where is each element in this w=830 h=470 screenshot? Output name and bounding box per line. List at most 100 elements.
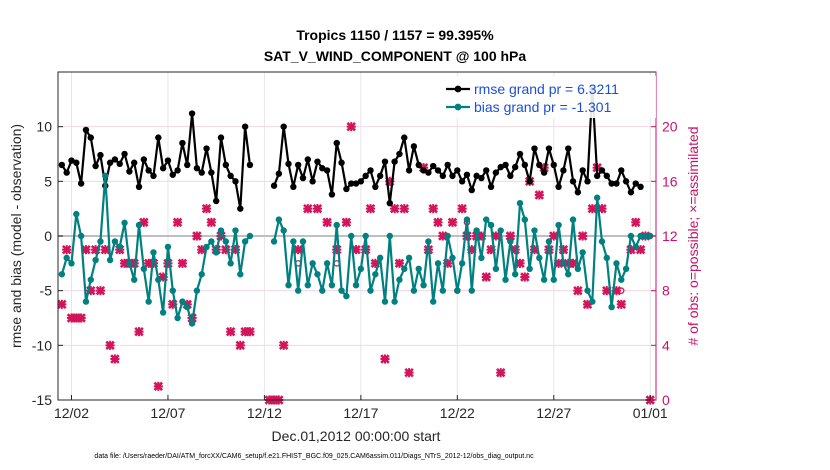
rmse-point xyxy=(164,157,172,164)
rmse-point xyxy=(294,161,302,169)
bias-point xyxy=(164,243,172,251)
bias-point xyxy=(627,232,635,240)
bias-point xyxy=(77,232,85,240)
bias-point xyxy=(420,282,427,289)
bias-point xyxy=(429,298,437,305)
bias-point xyxy=(521,216,529,223)
rmse-point xyxy=(304,156,312,163)
bias-point xyxy=(208,238,215,245)
assimilated-count-marker xyxy=(225,326,236,337)
bias-point xyxy=(531,227,538,234)
assimilated-count-marker xyxy=(201,203,212,214)
bias-point xyxy=(449,254,456,262)
assimilated-count-marker xyxy=(457,203,467,214)
bias-point xyxy=(169,287,176,294)
bias-point xyxy=(483,216,490,223)
assimilated-count-marker xyxy=(587,203,598,214)
bias-point xyxy=(473,227,480,234)
assimilated-count-marker xyxy=(110,354,120,364)
bias-point xyxy=(58,271,66,278)
bias-point xyxy=(237,271,244,278)
data-file-footer: data file: /Users/raeder/DAI/ATM_forcXX/… xyxy=(94,453,534,460)
rmse-point xyxy=(68,157,75,164)
rmse-point xyxy=(241,123,249,130)
bias-point xyxy=(425,238,432,245)
assimilated-count-marker xyxy=(433,217,443,228)
bias-point xyxy=(352,282,360,289)
y-tick-label: 10 xyxy=(36,119,52,135)
assimilated-count-marker xyxy=(192,231,202,241)
bias-point xyxy=(598,238,606,245)
rmse-point xyxy=(396,150,403,158)
assimilated-count-marker xyxy=(322,217,332,228)
bias-point xyxy=(536,254,543,262)
y-ticks-left: -15 -10 -5 0 5 10 xyxy=(32,119,63,408)
chart-title-line2: SAT_V_WIND_COMPONENT @ 100 hPa xyxy=(264,48,527,64)
bias-point xyxy=(203,243,210,251)
bias-point xyxy=(497,227,504,234)
bias-point xyxy=(584,287,591,294)
y-ticks-right: 0 4 8 12 16 20 xyxy=(651,72,678,408)
rmse-point xyxy=(333,139,340,147)
bias-point xyxy=(82,298,90,305)
bias-point xyxy=(241,238,249,245)
bias-point xyxy=(106,256,114,264)
assimilated-count-marker xyxy=(534,190,545,200)
rmse-point xyxy=(391,158,398,165)
bias-point xyxy=(227,260,234,267)
y-axis-label-right: # of obs: o=possible; ×=assimilated xyxy=(685,126,701,345)
rmse-point xyxy=(473,172,480,180)
rmse-point xyxy=(126,168,133,175)
y-right-tick-label: 20 xyxy=(662,119,678,135)
rmse-point xyxy=(425,169,432,176)
bias-point xyxy=(323,260,331,267)
rmse-point xyxy=(135,183,143,190)
rmse-point xyxy=(410,143,418,150)
rmse-point xyxy=(367,167,374,174)
rmse-point xyxy=(362,172,369,180)
bias-point xyxy=(550,276,557,283)
rmse-point xyxy=(555,183,562,190)
bias-point xyxy=(622,265,630,272)
bias-point xyxy=(589,298,596,305)
assimilated-count-marker xyxy=(100,244,110,255)
bias-point xyxy=(492,265,500,272)
rmse-point xyxy=(598,167,606,174)
bias-point xyxy=(444,232,451,240)
bias-point xyxy=(280,227,287,234)
assimilated-count-marker xyxy=(245,326,255,337)
legend-bias-label: bias grand pr = -1.301 xyxy=(474,99,612,115)
rmse-point xyxy=(429,162,437,170)
assimilated-count-marker xyxy=(153,381,164,392)
rmse-point xyxy=(111,156,119,163)
bias-point xyxy=(401,265,408,272)
assimilated-count-marker xyxy=(303,203,313,214)
rmse-point xyxy=(184,161,191,169)
rmse-point xyxy=(174,167,181,174)
rmse-point xyxy=(227,172,234,180)
rmse-point xyxy=(73,159,80,166)
bias-point xyxy=(92,256,99,264)
bias-point xyxy=(391,298,398,305)
rmse-point xyxy=(420,167,427,174)
y-right-tick-label: 8 xyxy=(662,283,670,299)
bias-point xyxy=(285,282,292,289)
bias-point xyxy=(642,232,649,240)
bias-point xyxy=(415,265,422,272)
rmse-point xyxy=(155,134,162,141)
series-layer xyxy=(58,85,654,327)
assimilated-count-marker xyxy=(235,340,246,351)
rmse-point xyxy=(130,159,138,166)
rmse-point xyxy=(309,178,316,185)
rmse-point xyxy=(579,167,586,174)
x-tick-label: 12/22 xyxy=(440,405,475,421)
rmse-point xyxy=(159,165,167,172)
bias-point xyxy=(111,238,119,245)
rmse-point xyxy=(343,185,350,193)
bias-point xyxy=(135,221,143,229)
rmse-point xyxy=(198,169,205,176)
assimilated-count-marker xyxy=(631,217,641,228)
bias-point xyxy=(179,298,186,305)
bias-line xyxy=(60,174,251,325)
bias-point xyxy=(357,265,365,272)
